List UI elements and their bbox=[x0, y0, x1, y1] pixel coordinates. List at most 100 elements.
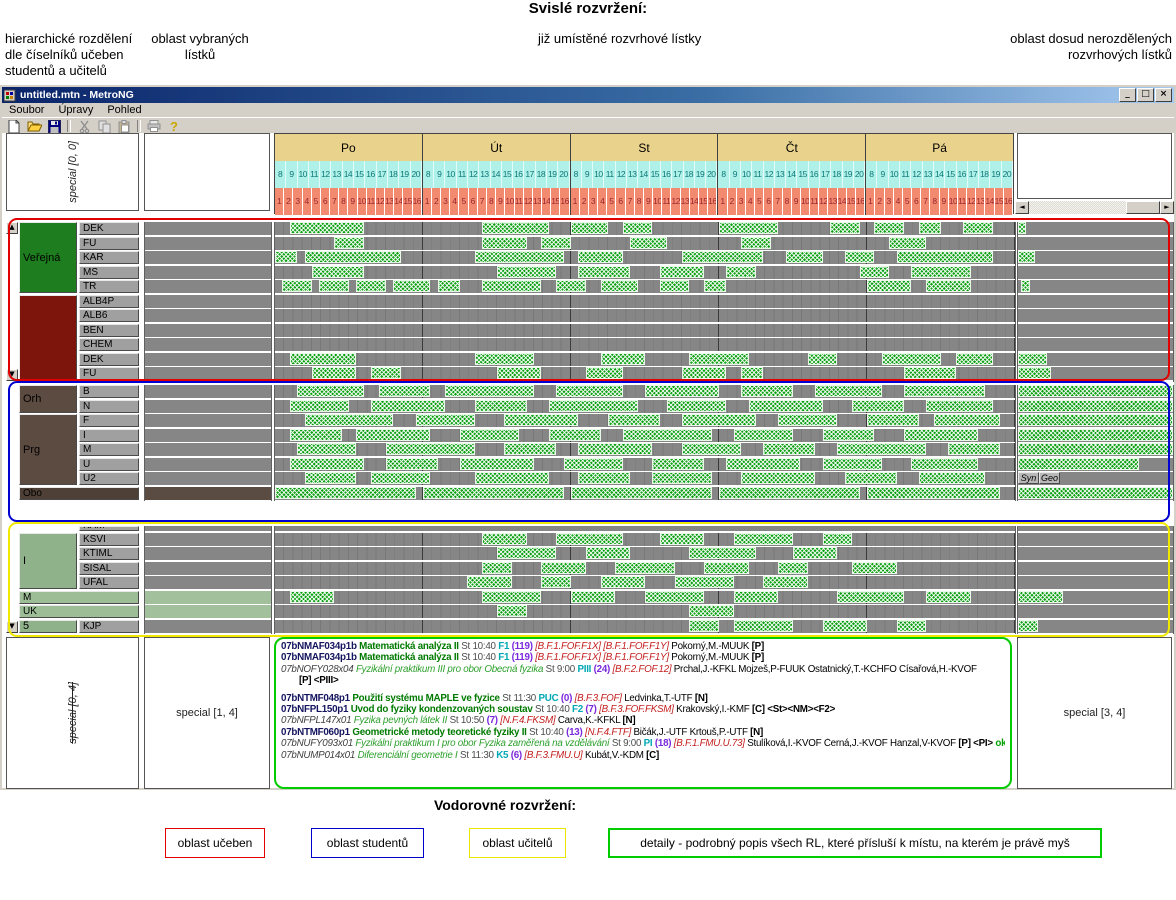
selected-area-row[interactable] bbox=[145, 576, 271, 589]
hour-cell[interactable]: 15 bbox=[797, 161, 809, 188]
lesson-cell[interactable]: 5 bbox=[607, 188, 617, 215]
ticket-block[interactable] bbox=[571, 222, 608, 234]
ticket-block[interactable] bbox=[645, 385, 719, 397]
selected-area-row[interactable] bbox=[145, 486, 271, 500]
lesson-cell[interactable]: 11 bbox=[514, 188, 524, 215]
ticket-block[interactable] bbox=[904, 367, 956, 379]
selected-area-row[interactable] bbox=[145, 443, 271, 456]
grid-row[interactable] bbox=[275, 547, 1015, 560]
lesson-cell[interactable]: 15 bbox=[994, 188, 1004, 215]
ticket-block[interactable] bbox=[371, 367, 401, 379]
hour-cell[interactable]: 10 bbox=[888, 161, 901, 188]
hour-cell[interactable]: 20 bbox=[706, 161, 718, 188]
unplaced-row[interactable] bbox=[1018, 605, 1173, 618]
selected-area-row[interactable] bbox=[145, 352, 271, 366]
unplaced-ticket-block[interactable] bbox=[1018, 619, 1039, 632]
ticket-block[interactable] bbox=[497, 367, 542, 379]
lesson-cell[interactable]: 8 bbox=[634, 188, 644, 215]
ticket-block[interactable] bbox=[615, 561, 675, 574]
unplaced-ticket-block[interactable] bbox=[1018, 414, 1173, 426]
ticket-block[interactable] bbox=[289, 352, 357, 365]
ticket-block[interactable] bbox=[659, 265, 705, 278]
selected-area-row[interactable] bbox=[145, 385, 271, 398]
ticket-block[interactable] bbox=[482, 561, 512, 574]
help-icon[interactable]: ? bbox=[164, 119, 184, 133]
ticket-block[interactable] bbox=[867, 414, 919, 426]
lesson-cell[interactable]: 8 bbox=[930, 188, 940, 215]
ticket-block[interactable] bbox=[548, 399, 638, 412]
ticket-block[interactable] bbox=[415, 414, 475, 426]
ticket-block[interactable] bbox=[630, 236, 668, 249]
ticket-block[interactable] bbox=[437, 280, 460, 292]
ticket-block[interactable] bbox=[933, 414, 1001, 426]
ticket-block[interactable] bbox=[844, 472, 897, 484]
hour-cell[interactable]: 15 bbox=[945, 161, 957, 188]
lesson-cell[interactable]: 6 bbox=[764, 188, 774, 215]
ticket-block[interactable] bbox=[571, 486, 712, 499]
unplaced-ticket-block[interactable] bbox=[1018, 352, 1048, 365]
clipped-row-label[interactable]: KAM bbox=[79, 526, 139, 531]
day-header[interactable]: Pá bbox=[866, 134, 1013, 161]
ticket-block[interactable] bbox=[830, 222, 860, 234]
lesson-cell[interactable]: 13 bbox=[828, 188, 838, 215]
students-row-label[interactable]: U bbox=[79, 457, 139, 471]
hour-cell[interactable]: 18 bbox=[683, 161, 695, 188]
ticket-block[interactable] bbox=[844, 251, 875, 263]
ticket-block[interactable] bbox=[652, 472, 712, 484]
lesson-cell[interactable]: 10 bbox=[357, 188, 367, 215]
unplaced-row[interactable] bbox=[1018, 576, 1173, 589]
lesson-cell[interactable]: 3 bbox=[293, 188, 303, 215]
unplaced-ticket-block[interactable] bbox=[1018, 367, 1051, 379]
ticket-block[interactable] bbox=[955, 352, 993, 365]
hour-cell[interactable]: 10 bbox=[297, 161, 309, 188]
group-label[interactable]: Orh bbox=[19, 385, 77, 413]
day-header[interactable]: Út bbox=[422, 134, 571, 161]
ticket-block[interactable] bbox=[741, 385, 793, 397]
selected-area-row[interactable] bbox=[145, 414, 271, 427]
day-header[interactable]: Čt bbox=[718, 134, 867, 161]
ticket-block[interactable] bbox=[837, 443, 927, 455]
save-icon[interactable] bbox=[44, 119, 64, 133]
ticket-block[interactable] bbox=[785, 251, 823, 263]
hour-cell[interactable]: 12 bbox=[615, 161, 628, 188]
lesson-cell[interactable]: 10 bbox=[800, 188, 811, 215]
hour-cell[interactable]: 9 bbox=[434, 161, 446, 188]
ticket-block[interactable] bbox=[386, 443, 475, 455]
ticket-block[interactable] bbox=[356, 428, 431, 441]
hour-cell[interactable]: 16 bbox=[660, 161, 673, 188]
ticket-block[interactable] bbox=[682, 443, 742, 455]
ticket-block[interactable] bbox=[386, 457, 438, 470]
grid-row[interactable] bbox=[275, 457, 1015, 471]
ticket-block[interactable] bbox=[822, 619, 867, 632]
hour-cell[interactable]: 13 bbox=[922, 161, 934, 188]
hour-cell[interactable]: 17 bbox=[524, 161, 536, 188]
grid-row[interactable] bbox=[275, 590, 1015, 604]
lesson-cell[interactable]: 10 bbox=[653, 188, 663, 215]
ticket-block[interactable] bbox=[763, 443, 816, 455]
ticket-block[interactable] bbox=[963, 222, 993, 234]
students-row-label[interactable]: Obo bbox=[19, 486, 139, 500]
lesson-cell[interactable]: 14 bbox=[985, 188, 995, 215]
group-label[interactable]: 5 bbox=[19, 619, 77, 633]
group-label[interactable]: I bbox=[19, 532, 77, 589]
lesson-cell[interactable]: 16 bbox=[560, 188, 570, 215]
ticket-block[interactable] bbox=[667, 399, 727, 412]
hour-cell[interactable]: 16 bbox=[365, 161, 377, 188]
grid-row[interactable] bbox=[275, 265, 1015, 279]
rooms-row-label[interactable]: ALB4P bbox=[79, 294, 139, 308]
unplaced-row[interactable] bbox=[1018, 294, 1173, 308]
unplaced-row[interactable] bbox=[1018, 428, 1173, 442]
ticket-block[interactable] bbox=[807, 352, 838, 365]
ticket-block[interactable] bbox=[689, 605, 734, 617]
unplaced-ticket-block[interactable] bbox=[1018, 590, 1063, 603]
ticket-block[interactable] bbox=[881, 352, 941, 365]
hour-cell[interactable]: 11 bbox=[604, 161, 616, 188]
ticket-block[interactable] bbox=[652, 457, 705, 470]
ticket-block[interactable] bbox=[689, 547, 756, 559]
grid-row[interactable] bbox=[275, 399, 1015, 413]
ticket-block[interactable] bbox=[578, 265, 631, 278]
lesson-cell[interactable]: 8 bbox=[339, 188, 349, 215]
lesson-cell[interactable]: 4 bbox=[450, 188, 460, 215]
hour-cell[interactable]: 11 bbox=[456, 161, 468, 188]
ticket-block[interactable] bbox=[497, 605, 527, 617]
